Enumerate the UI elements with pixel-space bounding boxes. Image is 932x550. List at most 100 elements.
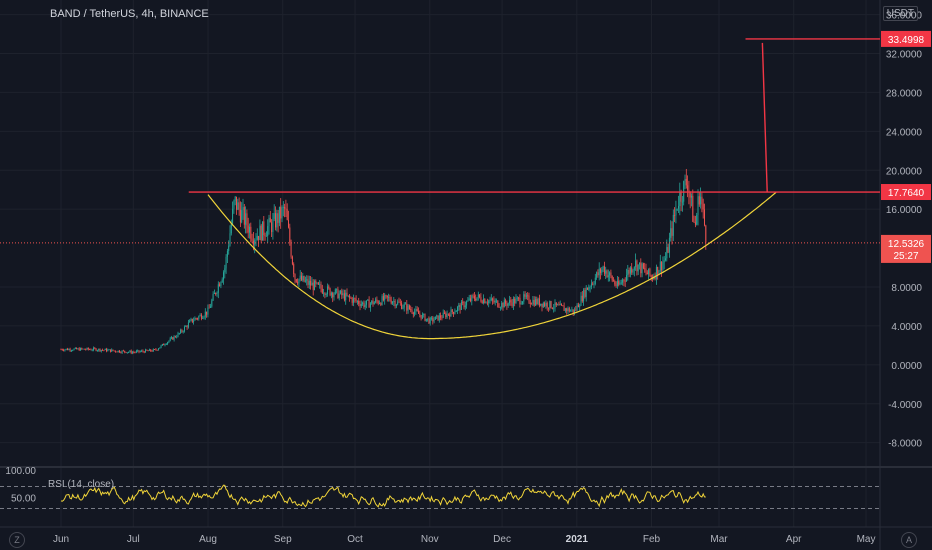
candle-body — [636, 260, 638, 272]
candle-body — [160, 345, 162, 348]
candle-body — [567, 308, 569, 312]
candle-body — [319, 284, 321, 286]
candle-body — [108, 349, 110, 351]
candle-body — [363, 302, 365, 307]
candle-body — [626, 275, 627, 282]
candle-body — [457, 306, 458, 311]
candle-body — [317, 282, 319, 285]
candle-body — [519, 297, 521, 305]
candle-body — [618, 281, 620, 285]
auto-scale-a-icon[interactable]: A — [901, 532, 917, 548]
timezone-z-icon[interactable]: Z — [9, 532, 25, 548]
candle-body — [568, 308, 570, 312]
candle-body — [132, 352, 133, 354]
candle-body — [312, 282, 314, 291]
candle-body — [102, 349, 104, 351]
candle-body — [394, 300, 396, 307]
candle-body — [120, 352, 122, 354]
candle-body — [376, 299, 378, 302]
candle-body — [304, 280, 306, 282]
candle-body — [594, 277, 596, 284]
candle-body — [648, 268, 650, 275]
candle-body — [490, 298, 492, 301]
candle-body — [356, 300, 358, 302]
candle-body — [635, 260, 637, 268]
candle-body — [416, 309, 418, 311]
candle-body — [85, 349, 87, 351]
candle-body — [100, 349, 102, 352]
candle-body — [665, 258, 666, 261]
candle-body — [247, 225, 249, 233]
candle-body — [72, 350, 74, 351]
candle-body — [584, 289, 586, 297]
cup-pattern-curve — [207, 191, 777, 340]
candle-body — [99, 348, 101, 352]
candle-body — [486, 302, 488, 304]
candle-body — [243, 207, 245, 225]
candle-body — [420, 315, 422, 319]
candle-body — [688, 189, 690, 193]
candle-body — [83, 348, 85, 350]
candle-body — [483, 298, 484, 304]
candle-body — [666, 247, 668, 259]
candle-body — [559, 303, 561, 306]
candle-body — [327, 286, 328, 295]
candle-body — [415, 309, 417, 312]
candle-body — [588, 287, 590, 290]
candle-body — [245, 213, 247, 225]
candle-body — [285, 208, 287, 210]
candle-body — [347, 295, 349, 297]
candle-body — [610, 272, 612, 277]
candle-body — [96, 350, 98, 352]
candle-body — [628, 270, 630, 274]
candle-body — [78, 348, 80, 351]
candles — [60, 168, 707, 355]
candle-body — [496, 300, 497, 302]
candle-body — [280, 206, 282, 219]
candle-body — [477, 294, 479, 298]
candle-body — [627, 270, 629, 276]
candle-body — [187, 322, 189, 328]
candle-body — [197, 318, 198, 320]
candle-body — [129, 350, 131, 353]
candle-body — [202, 317, 204, 319]
candle-body — [87, 347, 89, 350]
time-axis-label: Dec — [493, 534, 511, 545]
candle-body — [597, 272, 599, 276]
rsi-legend[interactable]: RSI (14, close) — [48, 479, 115, 490]
candle-body — [450, 309, 452, 317]
candle-body — [593, 283, 595, 285]
measured-move-line — [761, 42, 768, 193]
currency-unit-label[interactable]: USDT — [882, 6, 918, 21]
candle-body — [60, 349, 62, 351]
candle-body — [324, 293, 326, 295]
candle-body — [395, 304, 397, 307]
candle-body — [289, 227, 291, 243]
candle-body — [432, 317, 434, 322]
candle-body — [297, 281, 299, 284]
candle-body — [130, 350, 132, 354]
candle-body — [407, 305, 409, 311]
candle-body — [98, 348, 100, 351]
candle-body — [590, 283, 592, 287]
candle-body — [551, 307, 553, 309]
time-axis-label: Oct — [347, 534, 363, 545]
candle-body — [155, 349, 157, 351]
candle-body — [437, 315, 439, 321]
candle-body — [623, 279, 625, 281]
rsi-tick-label: 50.00 — [11, 494, 36, 505]
candle-body — [463, 302, 465, 308]
candle-body — [433, 319, 435, 322]
candle-body — [239, 209, 241, 223]
candle-body — [460, 301, 462, 310]
candle-body — [429, 317, 431, 324]
candle-body — [498, 306, 500, 308]
candle-body — [249, 226, 250, 233]
candle-body — [440, 315, 442, 318]
candle-body — [405, 303, 406, 305]
candle-body — [577, 304, 579, 308]
candle-body — [379, 303, 380, 304]
candle-body — [579, 305, 581, 308]
candle-body — [646, 272, 648, 275]
